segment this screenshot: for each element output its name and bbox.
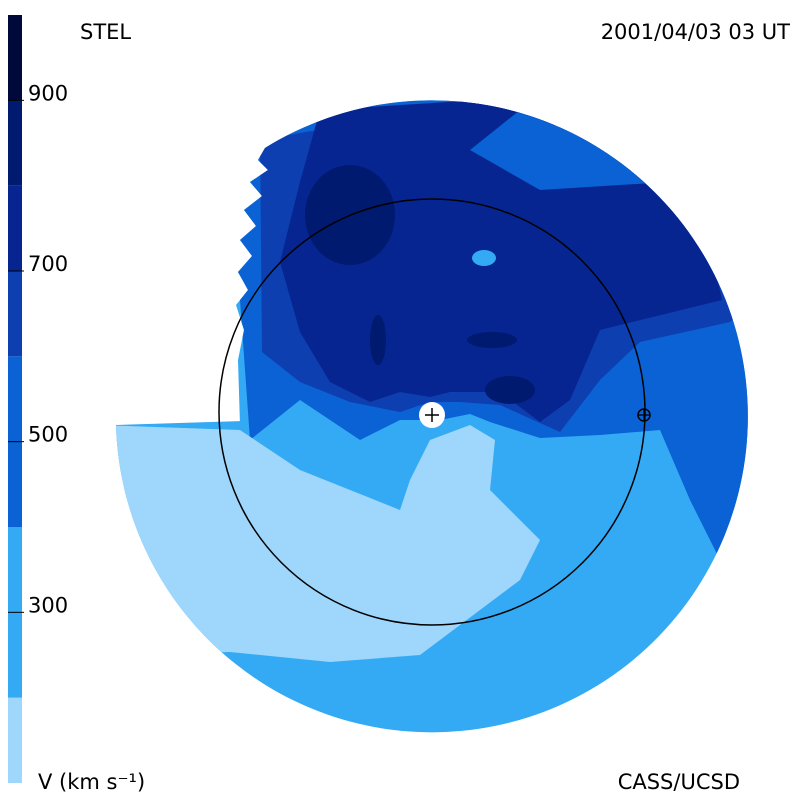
colorbar: 300 500 700 900 bbox=[8, 15, 68, 783]
velocity-map bbox=[116, 100, 748, 733]
colorbar-tick-label: 900 bbox=[28, 81, 68, 105]
earth-marker bbox=[638, 409, 650, 421]
colorbar-tick-label: 700 bbox=[28, 252, 68, 276]
instrument-label: STEL bbox=[80, 20, 131, 44]
colorbar-band bbox=[8, 15, 22, 101]
earth-orbit bbox=[218, 198, 646, 626]
colorbar-tick-label: 500 bbox=[28, 423, 68, 447]
colorbar-band bbox=[8, 185, 22, 271]
colorbar-band bbox=[8, 697, 22, 783]
colorbar-label: V (km s⁻¹) bbox=[38, 770, 145, 794]
colorbar-tick-label: 300 bbox=[28, 593, 68, 617]
date-label: 2001/04/03 03 UT bbox=[601, 20, 790, 44]
credit-label: CASS/UCSD bbox=[618, 770, 740, 794]
colorbar-band bbox=[8, 100, 22, 186]
colorbar-band bbox=[8, 271, 22, 357]
sun-marker bbox=[425, 408, 439, 422]
